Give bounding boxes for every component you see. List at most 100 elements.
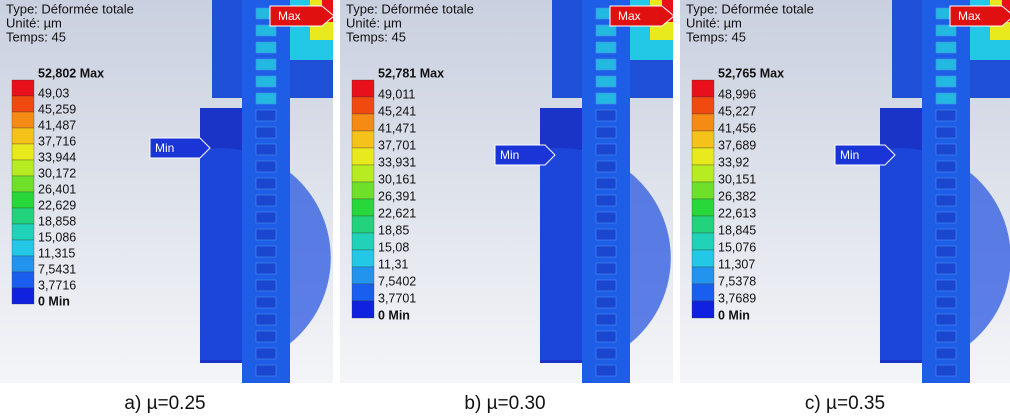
legend-band (12, 288, 34, 304)
legend-label: 45,259 (38, 102, 76, 116)
legend-label: 30,172 (38, 166, 76, 180)
header-line: Type: Déformée totale (686, 1, 814, 16)
slot (596, 161, 616, 172)
slot (256, 297, 276, 308)
slot (256, 212, 276, 223)
header-line: Temps: 45 (6, 29, 66, 44)
legend-label: 52,781 Max (378, 66, 444, 80)
legend-band (352, 284, 374, 301)
legend-label: 41,487 (38, 118, 76, 132)
legend-band (692, 114, 714, 131)
slot (936, 161, 956, 172)
header-line: Unité: µm (686, 15, 742, 30)
slot (256, 127, 276, 138)
legend-band (12, 256, 34, 272)
legend-label: 0 Min (378, 308, 410, 322)
slot (256, 161, 276, 172)
slot (256, 348, 276, 359)
slot (596, 331, 616, 342)
legend-label: 26,382 (718, 189, 756, 203)
legend-label: 22,621 (378, 206, 416, 220)
slot (936, 127, 956, 138)
legend-label: 3,7716 (38, 278, 76, 292)
legend-label: 37,701 (378, 138, 416, 152)
slot (596, 348, 616, 359)
legend-band (352, 267, 374, 284)
legend-label: 41,456 (718, 121, 756, 135)
header-line: Type: Déformée totale (346, 1, 474, 16)
legend-band (352, 131, 374, 148)
legend-label: 33,931 (378, 155, 416, 169)
legend-band (352, 216, 374, 233)
legend-band (692, 182, 714, 199)
legend-band (12, 112, 34, 128)
min-marker: Min (500, 148, 519, 162)
max-marker: Max (958, 9, 981, 23)
slot (596, 229, 616, 240)
legend-label: 0 Min (38, 294, 70, 308)
column (242, 0, 290, 383)
legend-label: 30,151 (718, 172, 756, 186)
column (582, 0, 630, 383)
legend-band (352, 80, 374, 97)
header-line: Unité: µm (6, 15, 62, 30)
legend-band (692, 131, 714, 148)
slot (936, 212, 956, 223)
slot (596, 127, 616, 138)
legend-label: 45,227 (718, 104, 756, 118)
max-marker: Max (278, 9, 301, 23)
legend-label: 26,401 (38, 182, 76, 196)
slot (256, 144, 276, 155)
slot (596, 263, 616, 274)
legend-band (12, 208, 34, 224)
min-marker: Min (840, 148, 859, 162)
caption: a) µ=0.25 (124, 393, 205, 414)
legend-label: 37,689 (718, 138, 756, 152)
legend-label: 49,03 (38, 86, 69, 100)
legend-label: 15,076 (718, 240, 756, 254)
header-line: Type: Déformée totale (6, 1, 134, 16)
slot (256, 178, 276, 189)
legend-band (352, 250, 374, 267)
legend-label: 37,716 (38, 134, 76, 148)
slot (256, 25, 276, 36)
slot (596, 25, 616, 36)
legend-label: 15,086 (38, 230, 76, 244)
legend-band (352, 199, 374, 216)
header-line: Temps: 45 (686, 29, 746, 44)
slot (596, 297, 616, 308)
slot (256, 331, 276, 342)
slot (936, 229, 956, 240)
legend-band (692, 216, 714, 233)
legend-label: 11,31 (378, 257, 408, 271)
legend-label: 3,7689 (718, 291, 756, 305)
slot (936, 297, 956, 308)
header-line: Temps: 45 (346, 29, 406, 44)
legend-band (12, 192, 34, 208)
legend-band (12, 176, 34, 192)
legend-label: 41,471 (378, 121, 416, 135)
slot (936, 76, 956, 87)
slot (596, 59, 616, 70)
legend-band (692, 301, 714, 318)
slot (256, 42, 276, 53)
legend-band (352, 114, 374, 131)
caption: c) µ=0.35 (805, 393, 885, 414)
legend-band (692, 80, 714, 97)
slot (936, 365, 956, 376)
legend-band (692, 199, 714, 216)
legend-label: 33,92 (718, 155, 749, 169)
legend-band (692, 267, 714, 284)
slot (256, 365, 276, 376)
slot (256, 246, 276, 257)
legend-band (692, 284, 714, 301)
slot (596, 314, 616, 325)
legend-label: 52,765 Max (718, 66, 784, 80)
legend-label: 7,5402 (378, 274, 416, 288)
slot (596, 195, 616, 206)
legend-label: 49,011 (378, 87, 415, 101)
slot (256, 93, 276, 104)
legend-label: 18,845 (718, 223, 756, 237)
legend-label: 52,802 Max (38, 66, 104, 80)
